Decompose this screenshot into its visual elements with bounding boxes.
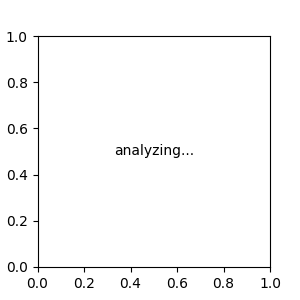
Text: analyzing...: analyzing... xyxy=(114,145,194,158)
